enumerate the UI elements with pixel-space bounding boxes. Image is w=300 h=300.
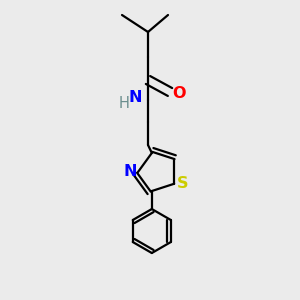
Text: H: H xyxy=(118,95,129,110)
Text: N: N xyxy=(128,91,142,106)
Text: N: N xyxy=(123,164,137,179)
Text: O: O xyxy=(172,85,186,100)
Text: S: S xyxy=(176,176,188,191)
